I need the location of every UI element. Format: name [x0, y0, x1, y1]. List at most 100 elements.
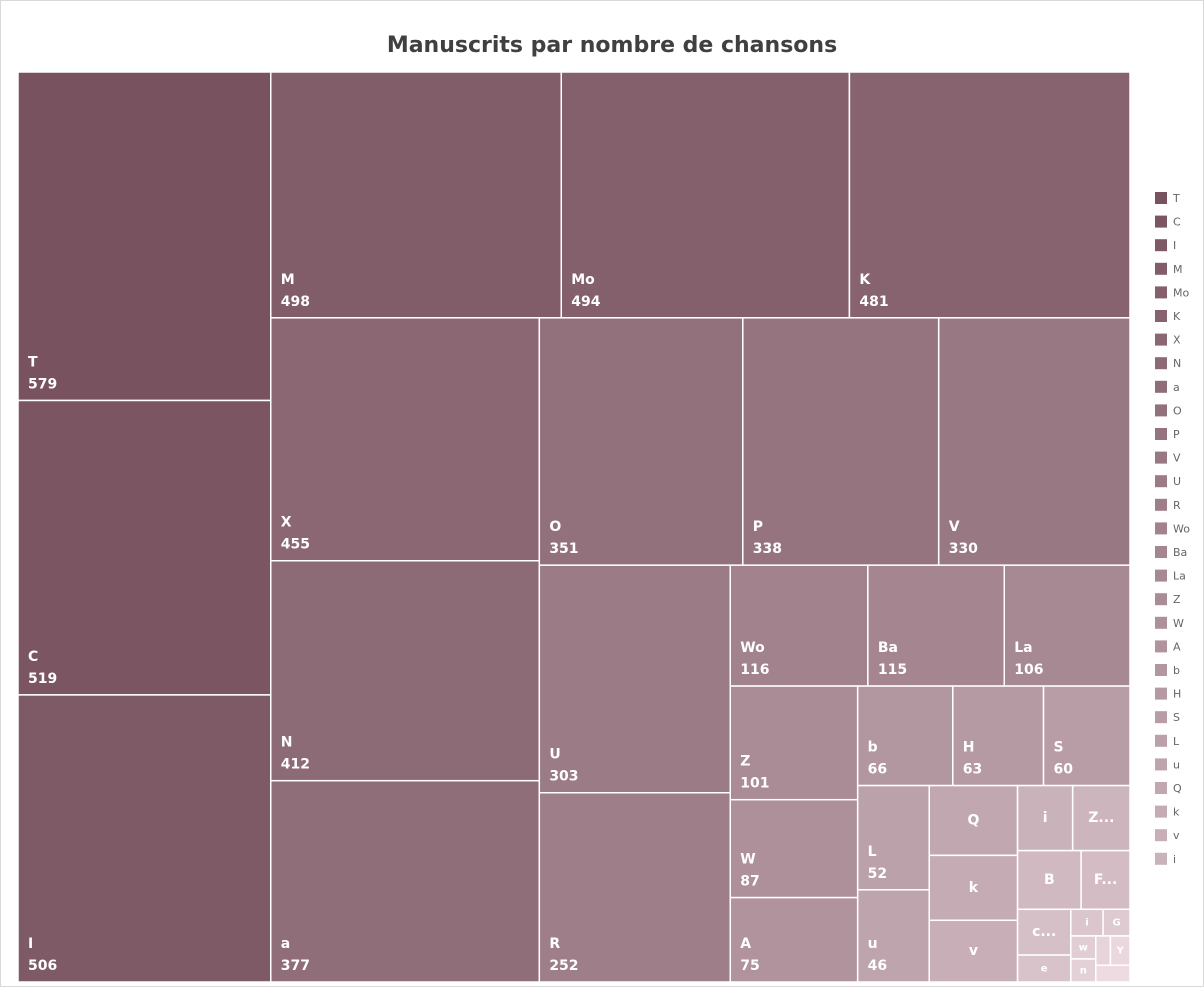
- tile: [17, 399, 272, 696]
- tile-label: Z...: [1088, 810, 1114, 826]
- legend-label: H: [1173, 688, 1181, 701]
- legend-swatch: [1155, 215, 1167, 228]
- tile-value: 481: [859, 294, 888, 310]
- legend-swatch: [1155, 192, 1167, 204]
- tile-label: Ba: [878, 640, 898, 656]
- tile-label: N: [281, 735, 293, 751]
- legend-label: K: [1173, 310, 1181, 323]
- tile-value: 63: [963, 762, 982, 778]
- tile-label: w: [1079, 942, 1088, 953]
- legend-label: N: [1173, 357, 1181, 370]
- legend-label: U: [1173, 475, 1181, 488]
- tile-label: u: [868, 936, 878, 952]
- legend-swatch: [1155, 546, 1167, 558]
- tile-label: B: [1044, 872, 1055, 888]
- legend-label: W: [1173, 617, 1184, 630]
- legend-label: O: [1173, 404, 1182, 417]
- tile-label: Wo: [740, 640, 765, 656]
- tile-value: 498: [281, 294, 310, 310]
- legend-swatch: [1155, 593, 1167, 606]
- legend-swatch: [1155, 357, 1167, 370]
- tile-label: a: [281, 936, 290, 952]
- tile: [1016, 849, 1082, 911]
- tile: [538, 791, 731, 983]
- tile-label: Z: [740, 754, 750, 770]
- tile: [856, 685, 954, 787]
- tile-value: 75: [740, 958, 759, 974]
- legend-label: b: [1173, 664, 1180, 677]
- tile-value: 330: [949, 541, 978, 557]
- tile: [937, 317, 1131, 566]
- legend-label: Z: [1173, 593, 1181, 606]
- tile: [269, 779, 541, 983]
- tile: [1003, 564, 1131, 687]
- legend-label: S: [1173, 711, 1180, 724]
- legend-swatch: [1155, 616, 1167, 629]
- tile-label: V: [949, 519, 960, 535]
- tile: [1102, 908, 1131, 937]
- tile-value: 106: [1014, 662, 1043, 678]
- legend-swatch: [1155, 404, 1167, 417]
- tile: [1080, 849, 1131, 911]
- legend-label: L: [1173, 735, 1180, 748]
- tile-label: F...: [1094, 872, 1117, 888]
- legend-swatch: [1155, 239, 1167, 252]
- tile-label: c...: [1032, 924, 1056, 940]
- legend-swatch: [1155, 569, 1167, 582]
- tile-label: n: [1080, 965, 1087, 976]
- tile-label: R: [549, 936, 560, 952]
- tile: [729, 896, 859, 983]
- tile: [269, 559, 541, 782]
- legend-label: X: [1173, 334, 1181, 347]
- tile-value: 506: [28, 958, 57, 974]
- legend-label: R: [1173, 499, 1181, 512]
- legend-label: V: [1173, 452, 1181, 465]
- tile-label: S: [1054, 740, 1064, 756]
- legend-swatch: [1155, 758, 1167, 771]
- legend-swatch: [1155, 664, 1167, 676]
- legend-label: C: [1173, 216, 1181, 229]
- tile: [856, 889, 930, 983]
- tile-value: 252: [549, 958, 578, 974]
- tile-label: G: [1112, 918, 1120, 929]
- tile-label: X: [281, 515, 292, 531]
- tile-label: W: [740, 852, 755, 868]
- tile-value: 351: [549, 541, 578, 557]
- tile-label: Q: [967, 812, 979, 828]
- legend-label: u: [1173, 758, 1180, 771]
- tile-label: i: [1043, 810, 1048, 826]
- tile: [538, 317, 744, 566]
- legend-swatch: [1155, 829, 1167, 842]
- legend-swatch: [1155, 522, 1167, 535]
- legend-label: La: [1173, 570, 1186, 583]
- tile: [269, 71, 562, 319]
- tile: [1016, 784, 1074, 852]
- tile-label: Y: [1116, 946, 1125, 957]
- legend-label: A: [1173, 640, 1181, 653]
- tile-value: 412: [281, 757, 310, 773]
- legend-label: Q: [1173, 782, 1182, 795]
- legend-label: Mo: [1173, 286, 1189, 299]
- tile-value: 66: [868, 762, 887, 778]
- legend-label: v: [1173, 829, 1180, 842]
- tile-value: 303: [549, 769, 578, 785]
- tile: [538, 564, 731, 794]
- tile-label: L: [868, 844, 877, 860]
- tile: [560, 71, 851, 319]
- tile: [17, 694, 272, 983]
- tile: [1016, 954, 1072, 983]
- legend-swatch: [1155, 711, 1167, 724]
- legend-swatch: [1155, 805, 1167, 818]
- legend-swatch: [1155, 852, 1167, 865]
- tile: [1094, 964, 1131, 983]
- tile-label: T: [28, 354, 38, 370]
- tile: [848, 71, 1131, 319]
- tile-value: 116: [740, 662, 769, 678]
- tile-value: 338: [753, 541, 782, 557]
- legend-swatch: [1155, 498, 1167, 511]
- tile: [867, 564, 1006, 687]
- legend-swatch: [1155, 380, 1167, 393]
- tile: [729, 564, 869, 687]
- tile-label: e: [1041, 964, 1048, 975]
